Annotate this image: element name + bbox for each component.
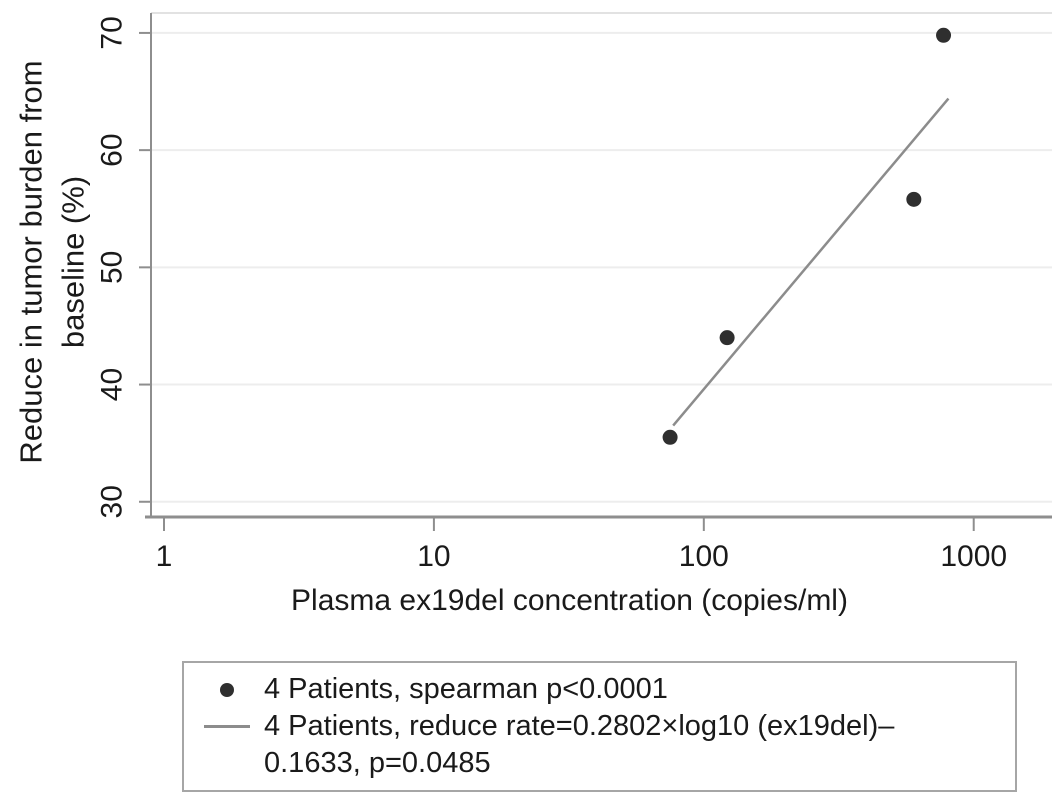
chart-plot-area: 30 40 50 60 70 1 10 100 1000 Plasma ex19del conce… (14, 12, 1052, 617)
y-tick-label: 60 (96, 133, 129, 166)
x-tick-label: 1000 (940, 540, 1007, 573)
data-point (719, 330, 735, 346)
y-tick-label: 40 (96, 368, 129, 401)
data-point (906, 191, 922, 207)
trend-line (672, 97, 950, 427)
legend-label-scatter: 4 Patients, spearman p<0.0001 (264, 673, 668, 705)
legend-dot-marker-icon (198, 682, 256, 697)
x-axis-label: Plasma ex19del concentration (copies/ml) (291, 584, 848, 617)
y-tick-label: 70 (96, 16, 129, 49)
data-point (662, 429, 678, 445)
x-tick-label: 100 (679, 540, 729, 573)
legend-row-scatter: 4 Patients, spearman p<0.0001 (198, 671, 1015, 708)
y-tick-label: 30 (96, 485, 129, 518)
legend-label-trendline-continued: 0.1633, p=0.0485 (264, 747, 491, 779)
legend-box: 4 Patients, spearman p<0.0001 4 Patients… (182, 661, 1017, 792)
legend-label-trendline: 4 Patients, reduce rate=0.2802×log10 (ex… (264, 710, 895, 742)
legend-row-trendline: 4 Patients, reduce rate=0.2802×log10 (ex… (198, 708, 1015, 745)
y-tick-label: 50 (96, 251, 129, 284)
legend-row-trendline-wrap: 0.1633, p=0.0485 (198, 745, 1015, 782)
x-tick-label: 10 (417, 540, 450, 573)
x-tick-label: 1 (156, 540, 173, 573)
y-axis-label-line1: Reduce in tumor burden from (14, 60, 49, 463)
legend-line-marker-icon (198, 725, 256, 728)
data-point (936, 27, 952, 43)
y-axis-label-line2: baseline (%) (56, 176, 91, 348)
